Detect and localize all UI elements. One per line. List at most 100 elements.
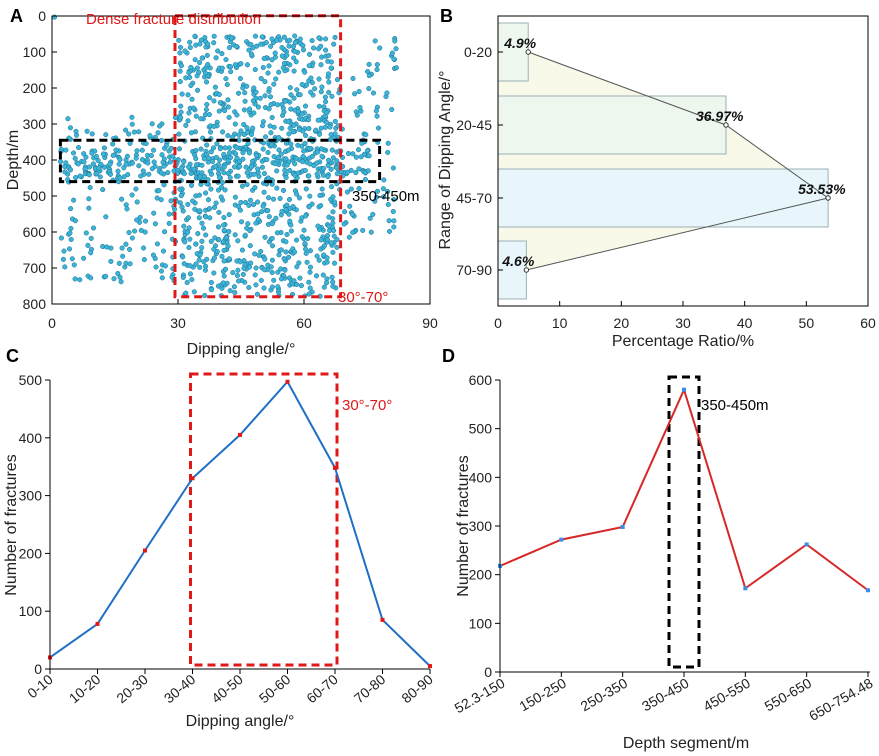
scatter-point [251, 85, 257, 91]
scatter-point [266, 195, 272, 201]
scatter-point [208, 287, 215, 293]
scatter-point [292, 172, 298, 178]
y-tick-label: 500 [19, 372, 43, 388]
scatter-point [292, 40, 298, 46]
scatter-point [232, 289, 238, 296]
scatter-point [331, 41, 337, 47]
scatter-point [283, 156, 289, 162]
scatter-point [326, 223, 332, 229]
scatter-point [180, 254, 186, 260]
scatter-point [228, 69, 234, 75]
scatter-point [373, 108, 379, 114]
scatter-point [391, 218, 397, 224]
scatter-point [69, 256, 75, 262]
scatter-point [201, 156, 207, 162]
scatter-point [240, 150, 246, 156]
scatter-point [269, 142, 275, 148]
scatter-point [244, 130, 250, 136]
x-tick-label: 70-80 [351, 671, 389, 706]
scatter-point [321, 252, 327, 258]
x-tick-label: 60-70 [303, 671, 341, 706]
scatter-point [77, 277, 83, 283]
scatter-point [331, 227, 337, 234]
scatter-point [261, 55, 267, 62]
scatter-point [266, 106, 272, 112]
panel-b-label: B [440, 6, 453, 26]
scatter-point [82, 166, 88, 172]
scatter-point [108, 258, 114, 264]
scatter-point [304, 259, 310, 265]
scatter-point [136, 163, 142, 169]
scatter-point [295, 142, 301, 148]
scatter-point [226, 212, 232, 218]
scatter-point [232, 232, 238, 238]
scatter-point [316, 257, 322, 263]
scatter-point [153, 264, 159, 270]
scatter-point [273, 215, 279, 221]
scatter-point [301, 148, 307, 154]
scatter-point [176, 131, 182, 137]
scatter-point [307, 146, 313, 152]
data-marker [525, 49, 531, 55]
scatter-point [294, 281, 300, 288]
scatter-point [281, 256, 287, 262]
scatter-point [262, 267, 268, 273]
y-tick-label: 0-20 [464, 44, 492, 60]
scatter-point [363, 132, 369, 138]
data-marker [428, 664, 432, 669]
scatter-point [318, 125, 324, 131]
scatter-point [203, 79, 210, 85]
scatter-point [207, 95, 213, 101]
scatter-point [318, 62, 324, 68]
y-tick-label: 400 [469, 469, 493, 485]
scatter-point [222, 266, 229, 272]
scatter-point [300, 153, 306, 160]
scatter-point [288, 141, 294, 147]
scatter-point [275, 284, 281, 290]
scatter-point [187, 44, 193, 51]
scatter-point [193, 261, 199, 267]
scatter-point [307, 193, 313, 199]
scatter-point [228, 35, 234, 41]
scatter-point [237, 163, 243, 169]
y-tick-label: 300 [23, 116, 47, 132]
scatter-point [156, 188, 162, 194]
scatter-point [279, 125, 285, 131]
scatter-point [331, 233, 337, 239]
scatter-point [306, 51, 313, 57]
scatter-point [211, 98, 217, 104]
scatter-point [357, 104, 363, 111]
scatter-point [277, 195, 283, 202]
scatter-point [269, 269, 275, 276]
scatter-point [206, 206, 213, 212]
scatter-point [266, 63, 272, 69]
panel-a-x-ticks: 0 30 60 90 [48, 299, 438, 331]
scatter-point [196, 215, 202, 221]
x-tick-label: 40 [737, 315, 753, 331]
scatter-point [319, 54, 325, 60]
scatter-point [236, 158, 243, 164]
scatter-point [280, 187, 287, 193]
scatter-point [201, 259, 207, 265]
scatter-point [187, 236, 193, 242]
scatter-point [285, 147, 292, 153]
scatter-point [110, 152, 116, 158]
scatter-point [318, 89, 324, 95]
x-tick-label: 20-30 [113, 671, 151, 706]
scatter-point [324, 259, 330, 265]
scatter-point [93, 171, 99, 177]
scatter-point [255, 199, 261, 205]
bar-20-45 [497, 95, 727, 155]
scatter-point [68, 236, 74, 243]
scatter-point [220, 129, 226, 135]
data-marker [523, 267, 530, 273]
scatter-point [271, 124, 277, 130]
scatter-point [299, 81, 305, 88]
scatter-point [165, 170, 171, 176]
scatter-point [329, 184, 335, 190]
scatter-point [221, 214, 227, 221]
scatter-point [126, 229, 132, 236]
scatter-point [129, 192, 135, 198]
scatter-point [348, 186, 354, 192]
scatter-point [188, 64, 194, 70]
